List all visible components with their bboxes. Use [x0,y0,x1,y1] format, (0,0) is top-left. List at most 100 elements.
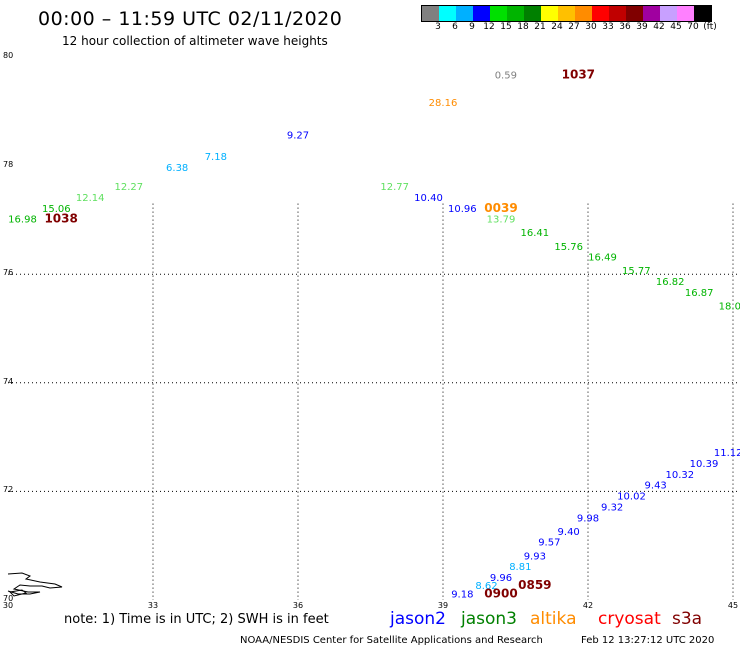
latitude-tick-label: 72 [3,485,14,495]
wave-height-value: 10.32 [666,470,695,481]
colorbar-label: (ft) [703,22,717,32]
latitude-tick-label: 74 [3,376,14,386]
colorbar-swatch [507,6,524,21]
colorbar-label: 42 [653,22,665,32]
wave-height-value: 9.57 [538,538,560,549]
wave-height-value: 9.96 [490,573,512,584]
colorbar-label: 30 [585,22,597,32]
longitude-tick-label: 42 [582,601,594,610]
wave-height-value: 11.12 [714,448,740,459]
longitude-tick-label: 33 [147,601,159,610]
wave-height-value: 16.49 [588,253,617,264]
wave-height-value: 7.18 [205,152,227,163]
colorbar-label: 33 [602,22,614,32]
colorbar-swatch [439,6,456,21]
wave-height-value: 16.87 [685,288,714,299]
legend-altika: altika [530,609,577,629]
colorbar-label: 27 [568,22,580,32]
wave-height-value: 16.82 [656,277,685,288]
wave-height-value: 10.96 [448,204,477,215]
colorbar-swatch [473,6,490,21]
legend-jason3: jason3 [461,609,517,629]
wave-height-value: 18.09 [719,301,740,312]
legend-cryosat: cryosat [598,609,661,629]
map-subtitle: 12 hour collection of altimeter wave hei… [62,34,328,48]
colorbar-label: 6 [452,22,458,32]
colorbar-label: 45 [670,22,682,32]
observations-layer: 16.98 15.06 12.14 12.27 6.38 7.18 9.27 28.16 0.5… [8,71,740,601]
wave-height-value: 9.18 [451,589,473,600]
lat-lon-grid [8,203,740,600]
wave-height-value: 9.93 [524,551,546,562]
credit-line: NOAA/NESDIS Center for Satellite Applica… [240,635,543,646]
wave-height-value: 8.81 [509,562,531,573]
wave-height-value: 6.38 [166,163,188,174]
wave-height-value: 16.98 [8,215,37,226]
wave-height-value: 12.77 [380,182,409,193]
latitude-tick-label: 70 [3,594,14,603]
colorbar-swatch [541,6,558,21]
colorbar-label: 9 [469,22,475,32]
colorbar-swatch [456,6,473,21]
colorbar-swatch [660,6,677,21]
wave-height-value: 10.39 [690,459,719,470]
colorbar-swatch [575,6,592,21]
longitude-tick-label: 36 [292,601,304,610]
colorbar-label: 15 [500,22,512,32]
colorbar-swatch [422,6,439,21]
map-frame [8,57,740,599]
colorbar-swatch [592,6,609,21]
wave-height-value: 8.62 [475,581,497,592]
wave-height-value: 10.02 [617,492,646,503]
colorbar-swatch [643,6,660,21]
wave-height-value: 10.40 [414,193,443,204]
longitude-tick-label: 45 [727,601,739,610]
colorbar-label: 36 [619,22,631,32]
wave-height-value: 9.43 [645,481,667,492]
colorbar-label: 24 [551,22,563,32]
pass-time-label: 0900 [484,586,517,600]
wave-height-value: 9.98 [577,513,599,524]
coastline-islet [8,589,28,597]
colorbar-swatch [694,6,711,21]
map-title: 00:00 – 11:59 UTC 02/11/2020 [38,8,343,30]
pass-time-label: 1038 [44,212,77,226]
colorbar-label: 39 [636,22,648,32]
wave-height-value: 15.76 [554,242,583,253]
latitude-tick-label: 78 [3,159,14,169]
wave-height-colorbar [421,5,712,22]
wave-height-value: 13.79 [487,215,516,226]
wave-height-value: 15.06 [42,204,71,215]
pass-time-label: 0039 [484,201,517,215]
wave-height-value: 12.14 [76,193,105,204]
pass-time-label: 1037 [562,68,595,82]
colorbar-labels: 3 6 9 12 15 18 21 24 27 30 33 36 39 42 45 70 (ft) [421,22,740,34]
pass-time-label: 0859 [518,578,551,592]
wave-height-value: 0.59 [495,71,517,82]
wave-height-value: 9.27 [287,130,309,141]
colorbar-swatch [524,6,541,21]
colorbar-swatch [558,6,575,21]
wave-height-value: 28.16 [429,98,458,109]
longitude-tick-label: 39 [437,601,449,610]
wave-height-value: 16.41 [521,228,550,239]
colorbar-label: 12 [483,22,495,32]
colorbar-label: 18 [517,22,529,32]
generation-timestamp: Feb 12 13:27:12 UTC 2020 [581,635,715,646]
colorbar-label: 3 [435,22,441,32]
latitude-tick-label: 76 [3,268,14,278]
colorbar-swatch [677,6,694,21]
longitude-tick-label: 30 [2,601,14,610]
latitude-tick-label: 80 [3,51,14,60]
wave-height-value: 9.32 [601,502,623,513]
legend-s3a: s3a [672,609,703,629]
wave-height-value: 12.27 [115,182,144,193]
legend-jason2: jason2 [390,609,446,629]
coastline-svalbard [7,572,63,595]
footnote: note: 1) Time is in UTC; 2) SWH is in fe… [64,612,329,627]
wave-height-value: 15.77 [622,266,651,277]
colorbar-label: 70 [687,22,699,32]
colorbar-swatch [609,6,626,21]
